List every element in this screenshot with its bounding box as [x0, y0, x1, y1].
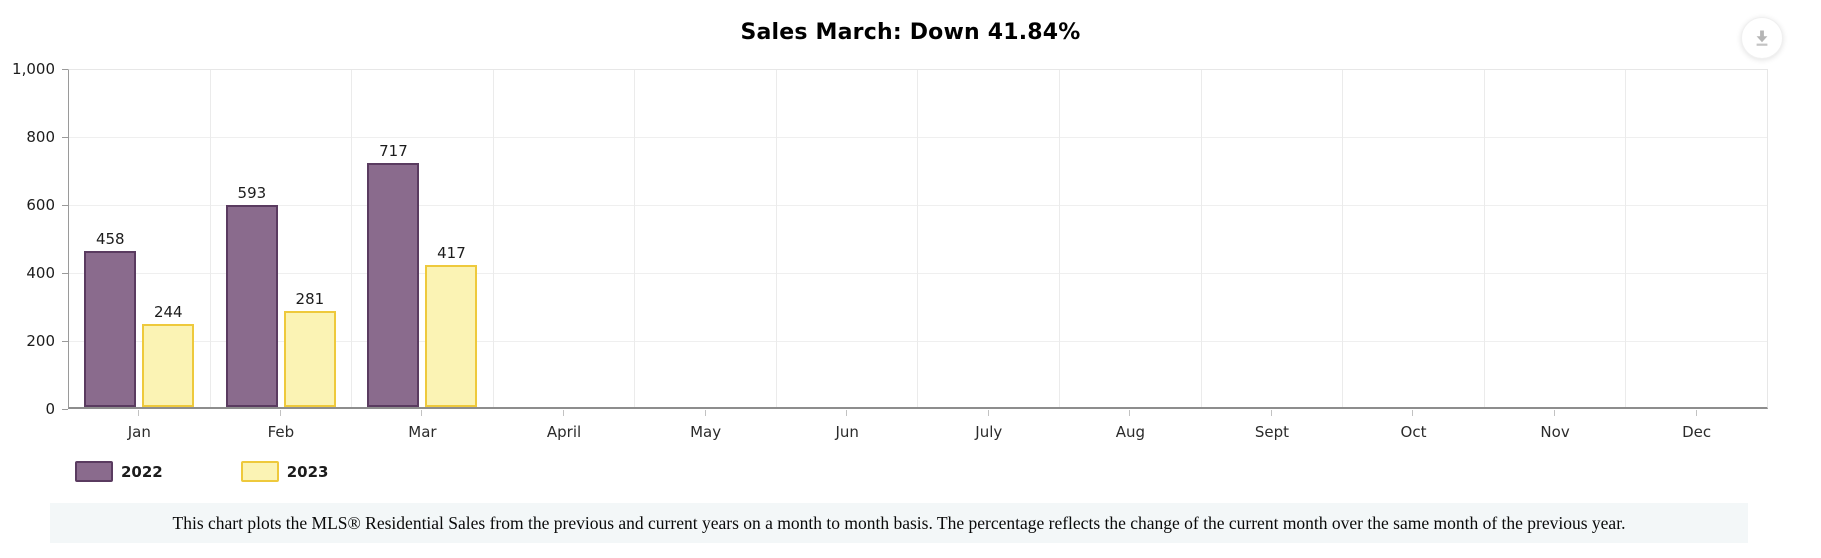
x-axis-label-nov: Nov [1540, 423, 1570, 441]
bar-2022-mar[interactable]: 717 [367, 142, 420, 407]
legend-swatch-2022 [75, 461, 113, 482]
x-axis-label-april: April [546, 423, 582, 441]
x-axis-label-aug: Aug [1115, 423, 1145, 441]
x-axis-label-feb: Feb [267, 423, 295, 441]
download-button[interactable] [1741, 17, 1783, 59]
x-axis-label-jan: Jan [127, 423, 151, 441]
legend-swatch-2023 [240, 461, 279, 482]
x-axis-tick-mark [563, 410, 565, 416]
legend: 2022 2023 [75, 461, 329, 482]
month-column-july: July [918, 70, 1061, 441]
bar-2022-feb[interactable]: 593 [225, 184, 278, 407]
month-column-nov: Nov [1485, 70, 1627, 441]
download-icon [1753, 29, 1771, 47]
month-column-may: May [635, 70, 777, 441]
bar-value-label: 458 [95, 230, 125, 248]
y-axis-tick-label: 600 [26, 196, 55, 214]
y-axis-tick-mark [62, 69, 68, 70]
bar-value-label: 717 [379, 142, 408, 160]
x-axis-tick-mark [846, 410, 848, 416]
x-axis-tick-mark [1554, 410, 1556, 416]
bar-value-label: 417 [437, 244, 466, 262]
chart-title: Sales March: Down 41.84% [740, 20, 1081, 45]
month-column-sept: Sept [1202, 70, 1344, 441]
y-axis: 1,000 800 600 400 200 0 [0, 60, 68, 418]
month-column-feb: 593 281 Feb [211, 70, 353, 441]
month-column-jun: Jun [777, 70, 919, 441]
x-axis-label-mar: Mar [408, 423, 437, 441]
x-axis-tick-mark [1412, 410, 1414, 416]
y-axis-tick-mark [62, 205, 68, 206]
legend-item-2022[interactable]: 2022 [75, 461, 163, 482]
x-axis-tick-mark [1129, 410, 1131, 416]
y-axis-tick-mark [62, 137, 68, 138]
x-axis-tick-mark [1695, 410, 1697, 416]
x-axis-tick-mark [421, 410, 423, 416]
y-axis-tick-label: 200 [26, 332, 55, 350]
x-axis-tick-mark [704, 410, 706, 416]
y-axis-tick-mark [62, 273, 68, 274]
month-column-april: April [494, 70, 636, 441]
bar-value-label: 593 [237, 184, 267, 202]
footer-note: This chart plots the MLS® Residential Sa… [50, 503, 1748, 543]
bar-value-label: 281 [295, 290, 325, 308]
x-axis-label-dec: Dec [1682, 423, 1712, 441]
plot-columns: 458 244 Jan 593 281 Feb 717 417 Mar April May Jun Ju… [69, 70, 1767, 441]
y-axis-tick-label: 800 [26, 128, 55, 146]
legend-label: 2023 [286, 462, 329, 481]
y-axis-tick-label: 400 [26, 264, 55, 282]
bar-2023-mar[interactable]: 417 [425, 244, 478, 407]
bar-group: 717 417 [352, 142, 493, 407]
legend-item-2023[interactable]: 2023 [240, 461, 329, 482]
month-column-oct: Oct [1343, 70, 1485, 441]
legend-label: 2022 [121, 462, 163, 481]
x-axis-label-oct: Oct [1400, 423, 1427, 441]
plot-area: 458 244 Jan 593 281 Feb 717 417 Mar April May Jun Ju… [68, 69, 1768, 441]
bar-2022-jan[interactable]: 458 [84, 230, 137, 407]
bar-value-label: 244 [153, 303, 183, 321]
x-axis-label-sept: Sept [1254, 423, 1289, 441]
x-axis-tick-mark [279, 410, 281, 416]
x-axis-tick-mark [987, 410, 989, 416]
y-axis-tick-label: 0 [45, 400, 55, 418]
x-axis-label-july: July [975, 423, 1003, 441]
month-column-dec: Dec [1626, 70, 1767, 441]
x-axis-label-jun: Jun [835, 423, 859, 441]
x-axis-label-may: May [690, 423, 722, 441]
bar-group: 458 244 [69, 230, 210, 407]
month-column-jan: 458 244 Jan [69, 70, 211, 441]
y-axis-tick-mark [62, 409, 68, 410]
bar-2023-feb[interactable]: 281 [283, 290, 336, 407]
y-axis-tick-mark [62, 341, 68, 342]
y-axis-tick-label: 1,000 [12, 60, 55, 78]
x-axis-tick-mark [138, 410, 140, 416]
x-axis-tick-mark [1270, 410, 1272, 416]
month-column-mar: 717 417 Mar [352, 70, 494, 441]
bar-2023-jan[interactable]: 244 [142, 303, 195, 407]
bar-group: 593 281 [211, 184, 352, 407]
month-column-aug: Aug [1060, 70, 1202, 441]
